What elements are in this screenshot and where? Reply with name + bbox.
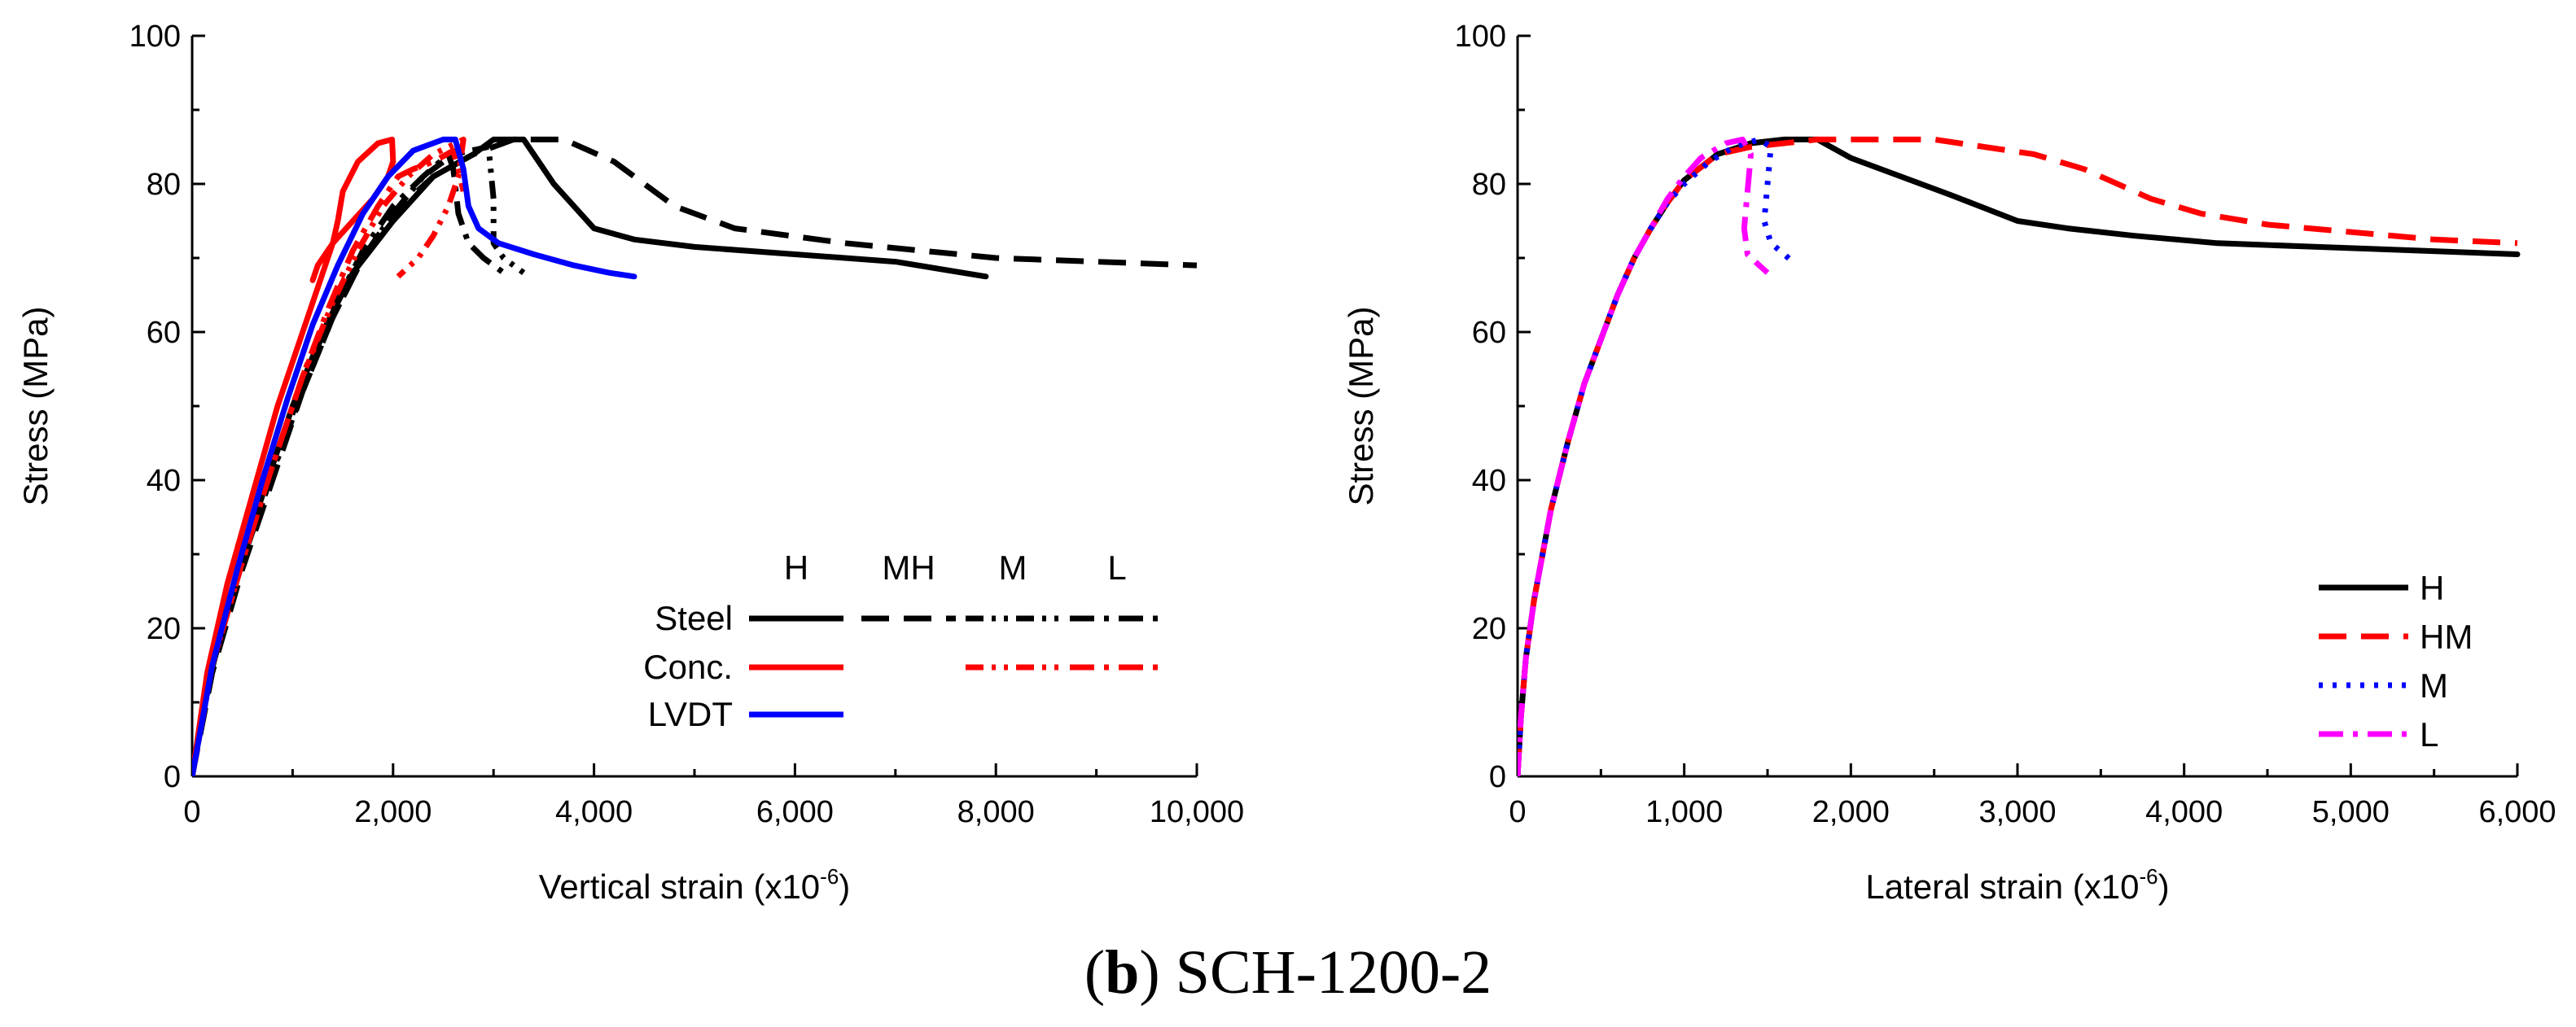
- y-tick-label: 80: [147, 168, 181, 202]
- y-tick-label: 60: [1472, 316, 1506, 350]
- y-tick-label: 0: [164, 760, 181, 794]
- legend-column-header: MH: [882, 548, 935, 587]
- x-tick-label: 6,000: [2478, 795, 2556, 829]
- x-tick-label: 8,000: [957, 795, 1035, 829]
- y-tick-label: 40: [147, 464, 181, 498]
- y-tick-label: 0: [1489, 760, 1506, 794]
- legend-row-label: LVDT: [648, 695, 733, 733]
- y-tick-label: 20: [1472, 612, 1506, 646]
- y-tick-label: 80: [1472, 168, 1506, 202]
- series-line-conc-m: [192, 136, 467, 776]
- x-tick-label: 4,000: [555, 795, 633, 829]
- series-line-steel-m: [192, 144, 526, 776]
- figure-caption: (b) SCH-1200-2: [1084, 938, 1492, 1007]
- series-line-conc-h: [192, 136, 396, 776]
- x-tick-label: 4,000: [2145, 795, 2223, 829]
- x-tick-label: 0: [1509, 795, 1526, 829]
- legend-column-header: L: [1107, 548, 1126, 587]
- series-line-l: [1518, 136, 1770, 776]
- y-tick-label: 40: [1472, 464, 1506, 498]
- y-tick-label: 20: [147, 612, 181, 646]
- legend-column-header: M: [999, 548, 1027, 587]
- lateral-strain-chart: 0 20 40 60 80 100 0 1,000 2,000 3,000 4,000 5,000 6,…: [1342, 20, 2556, 906]
- caption-title: SCH-1200-2: [1175, 938, 1492, 1007]
- legend-entry-label: HM: [2420, 618, 2473, 656]
- legend: H HM ML: [2319, 569, 2473, 754]
- series-group: [1518, 136, 2521, 776]
- series-line-m: [1518, 136, 1795, 776]
- vertical-strain-chart: 0 20 40 60 80 100 0 2,000 4,000 6,000 8,000 10,000 V…: [16, 20, 1244, 906]
- series-line-hm: [1518, 136, 2518, 776]
- legend-column-header: H: [784, 548, 808, 587]
- y-tick-label: 100: [1455, 20, 1506, 54]
- legend-entry-label: L: [2420, 715, 2438, 754]
- series-line-steel-h: [192, 136, 989, 776]
- y-axis-title: Stress (MPa): [16, 306, 55, 505]
- legend-entry-label: H: [2420, 569, 2444, 607]
- y-tick-label: 100: [129, 20, 181, 54]
- series-group: [192, 136, 1198, 776]
- y-axis-title: Stress (MPa): [1342, 306, 1380, 505]
- x-tick-label: 2,000: [354, 795, 432, 829]
- series-line-conc-l: [192, 147, 467, 776]
- x-tick-label: 1,000: [1645, 795, 1723, 829]
- x-axis-title: Lateral strain (x10-6): [1865, 864, 2169, 906]
- x-tick-label: 5,000: [2312, 795, 2390, 829]
- legend-row-label: Conc.: [643, 648, 733, 686]
- y-tick-label: 60: [147, 316, 181, 350]
- x-tick-label: 0: [183, 795, 200, 829]
- legend-row-label: Steel: [655, 599, 733, 637]
- legend: H MH M L Steel Conc. LVDT: [643, 548, 1164, 733]
- x-tick-label: 3,000: [1978, 795, 2056, 829]
- x-tick-label: 6,000: [756, 795, 834, 829]
- x-tick-label: 10,000: [1150, 795, 1244, 829]
- x-axis-title: Vertical strain (x10-6): [539, 864, 851, 906]
- caption-label: b: [1105, 938, 1140, 1007]
- legend-entry-label: M: [2420, 666, 2448, 705]
- series-line-lvdt-h: [192, 136, 637, 776]
- x-tick-label: 2,000: [1812, 795, 1890, 829]
